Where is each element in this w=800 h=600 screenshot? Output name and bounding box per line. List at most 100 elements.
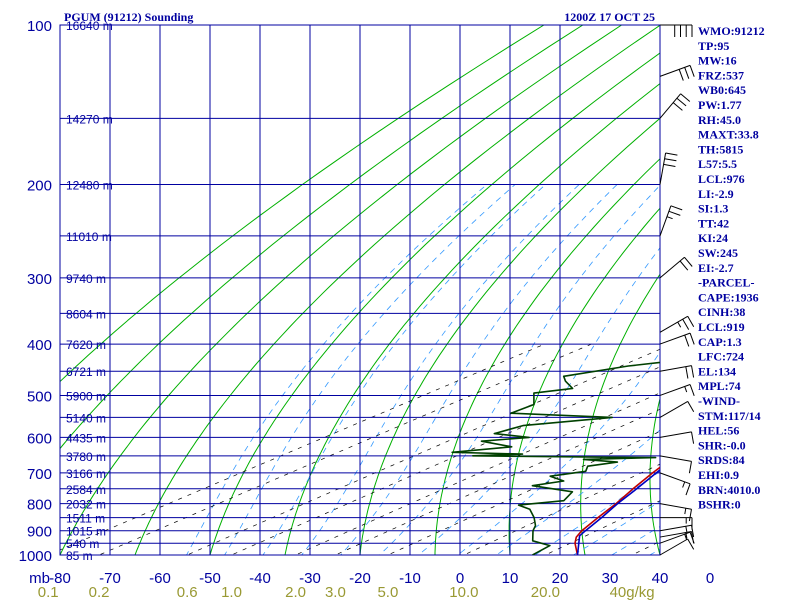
wind-barbs <box>659 24 695 556</box>
wind-barb <box>659 431 695 444</box>
mixing-ratio-label: 3.0 <box>325 584 346 600</box>
index-value: FRZ:537 <box>698 68 744 82</box>
temperature-tick-label: -70 <box>99 570 121 587</box>
dry-adiabat-line <box>508 207 660 555</box>
index-value: EHI:0.9 <box>698 468 739 482</box>
mixing-ratio-label: 10.0 <box>449 584 478 600</box>
temperature-tick-label: -50 <box>199 570 221 587</box>
index-value: PW:1.77 <box>698 98 742 112</box>
index-value: SI:1.3 <box>698 202 728 216</box>
temperature-tick-label: -80 <box>49 570 71 587</box>
wind-barb-full <box>687 401 695 413</box>
wind-barb-staff <box>659 455 692 462</box>
index-value: TP:95 <box>698 39 729 53</box>
wind-barb-half <box>666 216 673 220</box>
dry-adiabat-line <box>60 25 545 383</box>
wind-barb-full <box>688 509 692 522</box>
index-value: LFC:724 <box>698 350 744 364</box>
wind-barb-half <box>682 481 686 488</box>
pressure-tick-label: 200 <box>27 178 52 195</box>
index-value: CAPE:1936 <box>698 290 759 304</box>
wind-barb-staff <box>659 152 667 185</box>
index-value: STM:117/14 <box>698 409 761 423</box>
wind-barb-half <box>685 526 688 533</box>
wind-barb-full <box>687 538 695 550</box>
dry-adiabat-line <box>60 25 622 555</box>
wind-barb-staff <box>659 205 672 237</box>
index-value: WB0:645 <box>698 83 746 97</box>
height-label: 7620 m <box>66 338 106 352</box>
index-value: TH:5815 <box>698 142 743 156</box>
wind-barb-full <box>670 205 683 211</box>
height-label: 3780 m <box>66 450 106 464</box>
moist-adiabat-line <box>572 500 660 555</box>
wind-barb-full <box>684 67 690 79</box>
grid-lines <box>59 24 661 556</box>
height-label: 5140 m <box>66 411 106 425</box>
wind-barb <box>659 152 678 185</box>
height-label: 85 m <box>66 549 93 563</box>
wind-barb-full <box>665 152 678 156</box>
index-value: RH:45.0 <box>698 113 741 127</box>
height-label: 1511 m <box>66 512 105 526</box>
wind-barb-full <box>679 260 689 271</box>
wind-barb <box>659 64 695 81</box>
wind-barb-half <box>685 532 688 539</box>
mixing-ratio-label: 0.1 <box>38 584 59 600</box>
chart-title: PGUM (91212) Sounding <box>64 10 193 24</box>
wind-barb <box>659 538 695 556</box>
wind-barb <box>659 256 693 279</box>
height-label: 12480 m <box>66 179 113 193</box>
index-value: BSHR:0 <box>698 498 741 512</box>
temperature-tick-label: -20 <box>349 570 371 587</box>
wind-barb-full <box>684 334 690 347</box>
height-label: 11010 m <box>66 230 112 244</box>
wind-barb-staff <box>659 538 688 556</box>
temperature-tick-label: -60 <box>149 570 171 587</box>
index-value: LCL:976 <box>698 172 745 186</box>
wind-barb-staff <box>659 384 691 396</box>
index-value: MAXT:33.8 <box>698 128 759 142</box>
mixing-ratio-line <box>98 343 592 555</box>
index-value: MPL:74 <box>698 379 741 393</box>
dry-adiabat-line <box>649 396 660 555</box>
wind-barb-staff <box>659 503 692 510</box>
index-value: HEL:56 <box>698 424 739 438</box>
wind-barb <box>659 472 691 496</box>
dry-adiabat-line <box>434 158 660 555</box>
mixing-ratio-label: 0.6 <box>177 584 198 600</box>
moist-adiabat-line <box>379 184 660 555</box>
height-label: 2584 m <box>66 483 106 497</box>
index-value: CINH:38 <box>698 305 745 319</box>
wind-barb-full <box>689 384 695 396</box>
wind-barb-full <box>685 483 691 496</box>
wind-barb-full <box>689 65 695 77</box>
wind-barb <box>659 503 692 522</box>
sounding-time: 1200Z 17 OCT 25 <box>564 10 655 24</box>
wind-barb <box>660 24 693 37</box>
height-label: 9740 m <box>66 272 106 286</box>
index-value: TT:42 <box>698 216 729 230</box>
mixing-ratio-label: 20.0 <box>531 584 560 600</box>
temperature-tick-label: 10 <box>502 570 519 587</box>
index-value: -PARCEL- <box>698 276 754 290</box>
wind-barb-full <box>672 102 683 111</box>
pressure-tick-label: 400 <box>27 337 52 354</box>
index-value: WMO:91212 <box>698 24 765 38</box>
index-value: KI:24 <box>698 231 728 245</box>
pressure-tick-label: 300 <box>27 271 52 288</box>
wind-barb-full <box>676 97 687 107</box>
height-label: 3166 m <box>66 467 106 481</box>
wind-barb <box>659 315 695 333</box>
dry-adiabat-line <box>134 25 660 555</box>
wind-barb-full <box>682 318 690 330</box>
moist-adiabat-line <box>301 184 580 555</box>
wind-barb-staff <box>659 431 692 438</box>
moist-adiabat-line <box>186 184 488 555</box>
wind-barb-staff <box>659 256 685 279</box>
height-label: 1015 m <box>66 525 106 539</box>
height-label: 6721 m <box>66 365 106 379</box>
dry-adiabat-line <box>359 117 660 555</box>
